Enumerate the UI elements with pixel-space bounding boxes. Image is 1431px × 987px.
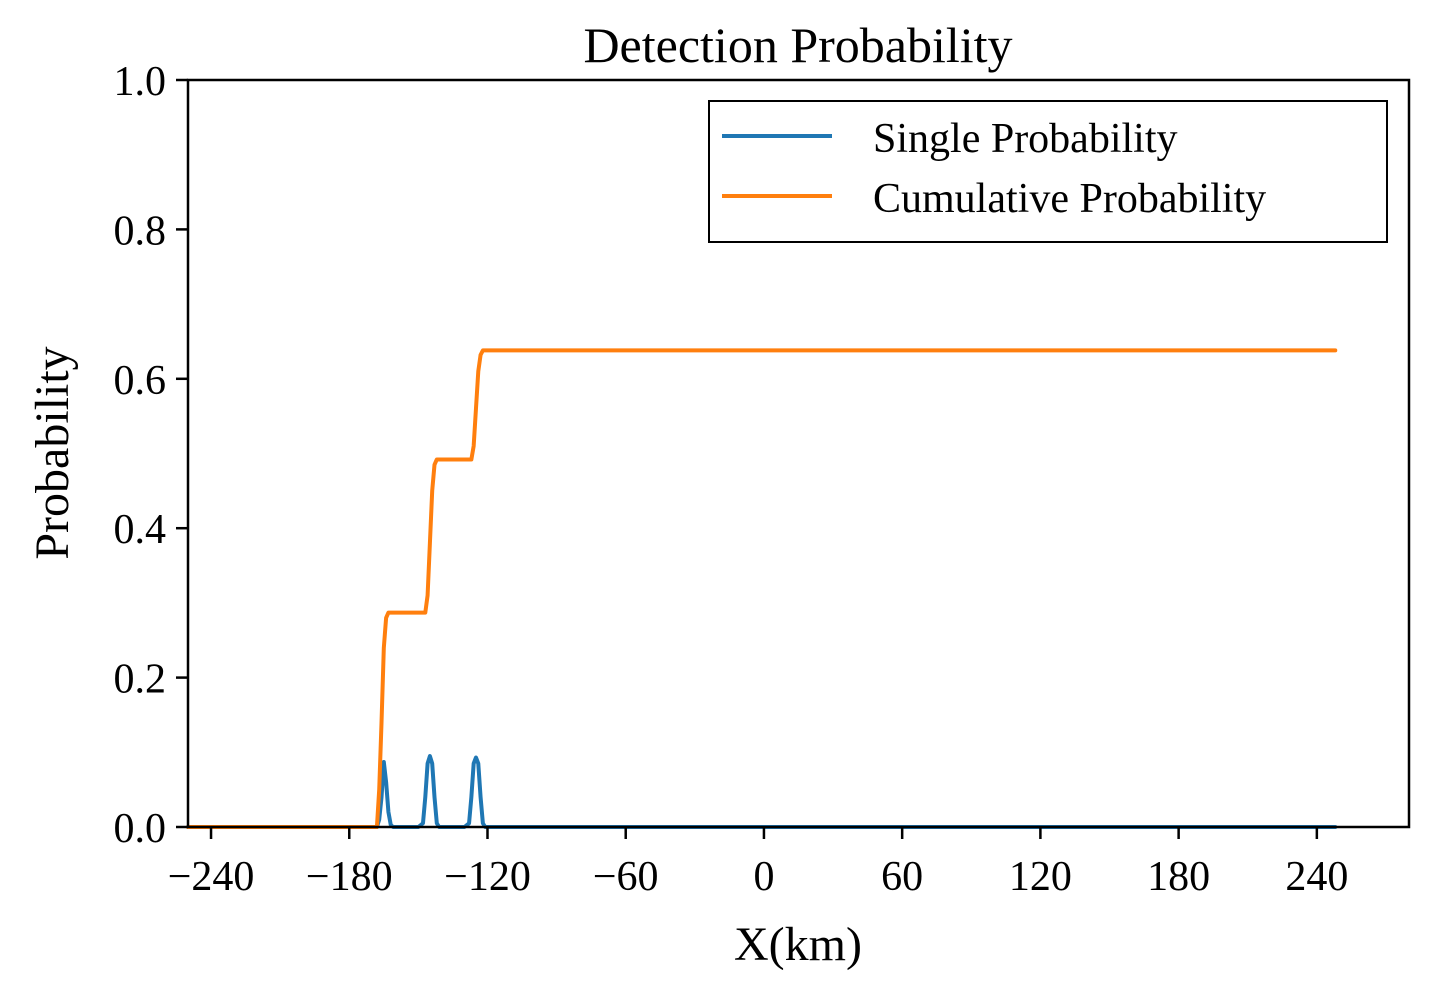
x-tick-label: −180 [306, 854, 393, 900]
x-tick-label: 0 [753, 854, 774, 900]
x-tick-label: −120 [444, 854, 531, 900]
legend-box [708, 100, 1388, 243]
series-line-cumulative-probability [186, 348, 1338, 829]
x-tick-label: −240 [168, 854, 255, 900]
x-tick-label: 240 [1285, 854, 1348, 900]
plot-frame [186, 78, 1411, 829]
y-tick-label: 0.2 [114, 657, 167, 703]
legend: Single Probability Cumulative Probabilit… [708, 100, 1388, 243]
legend-label-single: Single Probability [873, 116, 1178, 162]
x-tick-label: 180 [1147, 854, 1210, 900]
y-tick-label: 0.8 [114, 208, 167, 254]
x-axis-ticks: −240 −180 −120 −60 0 60 120 180 240 [168, 827, 1348, 900]
y-axis-label: Probability [26, 346, 79, 559]
series-layer [186, 348, 1338, 829]
y-tick-label: 0.4 [114, 507, 167, 553]
y-tick-label: 0.6 [114, 358, 167, 404]
y-tick-label: 1.0 [114, 59, 167, 105]
chart-title: Detection Probability [583, 17, 1012, 73]
y-tick-label: 0.0 [114, 806, 167, 852]
series-line-single-probability [186, 754, 1338, 829]
x-tick-label: 120 [1009, 854, 1072, 900]
y-axis-ticks: 0.0 0.2 0.4 0.6 0.8 1.0 [114, 59, 188, 852]
legend-label-cumulative: Cumulative Probability [873, 176, 1266, 222]
x-axis-label: X(km) [734, 918, 862, 971]
x-tick-label: −60 [593, 854, 659, 900]
x-tick-label: 60 [881, 854, 923, 900]
